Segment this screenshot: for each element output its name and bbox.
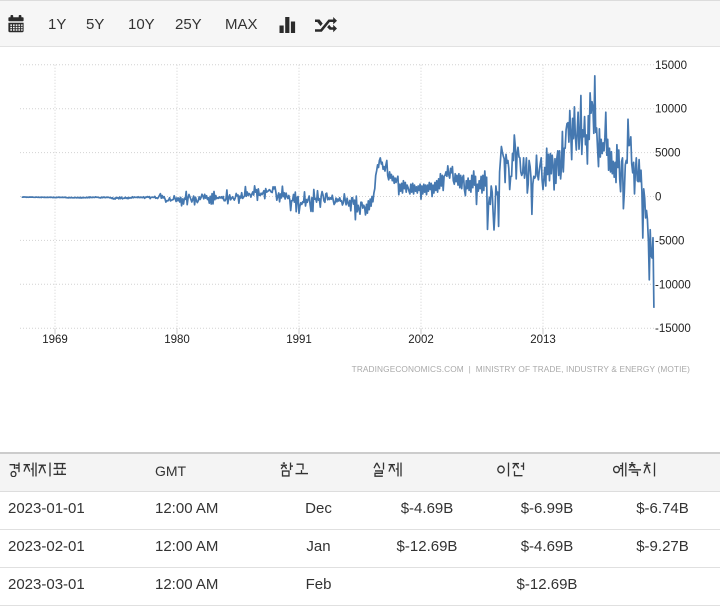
svg-text:-15000: -15000	[655, 323, 691, 335]
svg-text:1980: 1980	[164, 334, 190, 346]
svg-text:15000: 15000	[655, 60, 687, 72]
svg-text:1991: 1991	[286, 334, 312, 346]
svg-text:2013: 2013	[530, 334, 556, 346]
svg-text:10000: 10000	[655, 104, 687, 116]
svg-text:2002: 2002	[408, 334, 434, 346]
svg-text:-10000: -10000	[655, 279, 691, 291]
svg-text:5000: 5000	[655, 148, 681, 160]
svg-text:TRADINGECONOMICS.COM | MINIS: TRADINGECONOMICS.COM | MINISTRY OF TRADE…	[352, 364, 690, 374]
svg-text:1969: 1969	[42, 334, 68, 346]
svg-text:-5000: -5000	[655, 235, 684, 247]
svg-text:0: 0	[655, 192, 661, 204]
